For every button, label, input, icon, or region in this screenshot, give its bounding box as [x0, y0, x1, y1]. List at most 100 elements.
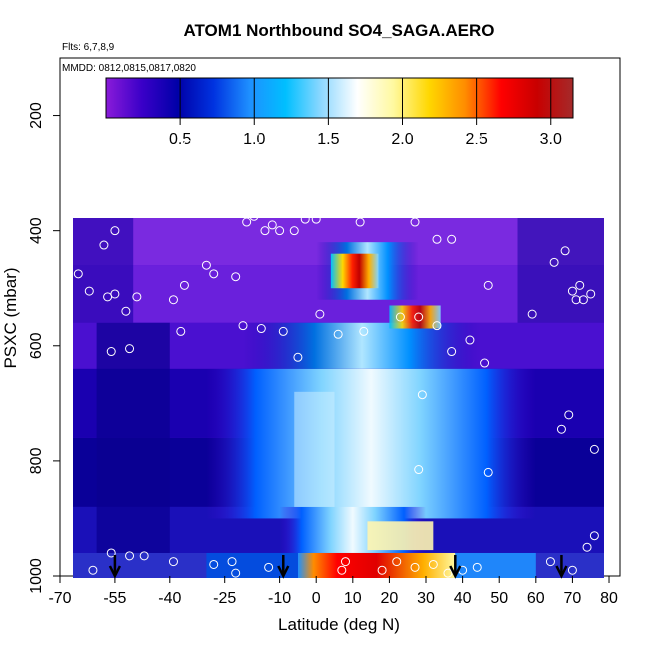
observation-point — [582, 148, 592, 158]
observation-point — [333, 329, 343, 339]
field-band — [96, 322, 170, 553]
observation-point — [106, 347, 116, 357]
x-tick-label: -70 — [48, 590, 71, 607]
observation-point — [264, 562, 274, 572]
observation-point — [88, 565, 98, 575]
observation-point — [231, 568, 241, 578]
field-band — [73, 218, 134, 323]
observation-point — [179, 280, 189, 290]
observation-point — [201, 260, 211, 270]
observation-point — [73, 269, 83, 279]
observation-point — [571, 295, 581, 305]
observation-point — [275, 226, 285, 236]
observation-point — [231, 272, 241, 282]
flight-arrow-head — [449, 565, 462, 579]
observation-point — [560, 171, 570, 181]
observation-point — [578, 295, 588, 305]
observation-point — [604, 136, 614, 146]
observation-point — [150, 154, 160, 164]
observation-point — [256, 324, 266, 334]
observation-point — [600, 128, 610, 138]
observation-point — [231, 132, 241, 142]
observation-point — [545, 557, 555, 567]
observation-point — [110, 289, 120, 299]
observation-point — [567, 565, 577, 575]
x-tick-label: 30 — [417, 590, 435, 607]
observation-point — [487, 183, 497, 192]
observation-point — [359, 326, 369, 336]
observation-point — [125, 551, 135, 561]
observation-point — [176, 326, 186, 336]
observation-markers — [62, 106, 618, 578]
observation-point — [190, 142, 200, 152]
observation-point — [575, 280, 585, 290]
observation-point — [564, 410, 574, 420]
y-tick-label: 600 — [28, 332, 45, 359]
observation-point — [527, 309, 537, 319]
observation-point — [209, 559, 219, 569]
observation-point — [209, 134, 219, 144]
observation-point — [538, 171, 548, 181]
field-band — [517, 218, 604, 323]
observation-point — [311, 214, 321, 224]
observation-point — [443, 568, 453, 578]
observation-point — [253, 134, 263, 144]
observation-point — [315, 309, 325, 319]
y-tick-label: 800 — [28, 447, 45, 474]
colorbar-tick-label: 1.0 — [243, 131, 265, 148]
observation-point — [293, 162, 303, 172]
y-tick-label: 400 — [28, 217, 45, 244]
observation-point — [410, 127, 420, 137]
observation-point — [340, 557, 350, 567]
x-tick-label: -55 — [103, 590, 126, 607]
colorbar-fill — [105, 77, 574, 119]
observation-point — [139, 551, 149, 561]
observation-point — [242, 217, 252, 227]
observation-point — [337, 565, 347, 575]
observation-point — [502, 171, 512, 181]
observation-point — [62, 551, 72, 561]
observation-point — [377, 565, 387, 575]
x-tick-label: -40 — [158, 590, 181, 607]
observation-point — [432, 234, 442, 244]
field-band — [330, 253, 379, 289]
x-axis-label: Latitude (deg N) — [278, 615, 400, 634]
heatmap-field — [73, 218, 604, 578]
x-tick-label: 70 — [564, 590, 582, 607]
observation-point — [249, 211, 259, 221]
observation-point — [567, 286, 577, 296]
observation-point — [95, 106, 105, 116]
colorbar-tick-label: 3.0 — [540, 131, 562, 148]
observation-point — [168, 295, 178, 305]
flights-note: Flts: 6,7,8,9 — [62, 42, 115, 53]
x-tick-label: 50 — [490, 590, 508, 607]
observation-point — [227, 557, 237, 567]
observation-point — [238, 321, 248, 331]
observation-point — [260, 226, 270, 236]
chart-title: ATOM1 Northbound SO4_SAGA.AERO — [183, 21, 494, 40]
observation-point — [549, 257, 559, 267]
x-tick-label: 80 — [600, 590, 618, 607]
observation-point — [117, 171, 127, 181]
observation-point — [300, 214, 310, 224]
flight-arrow-head — [277, 565, 290, 579]
observation-point — [322, 164, 332, 174]
observation-point — [432, 321, 442, 331]
observation-point — [465, 335, 475, 345]
dates-note: MMDD: 0812,0815,0817,0820 — [62, 63, 196, 74]
observation-point — [483, 467, 493, 477]
x-tick-label: 40 — [454, 590, 472, 607]
x-tick-label: 10 — [344, 590, 362, 607]
observation-point — [586, 289, 596, 299]
x-tick-label: -25 — [213, 590, 236, 607]
colorbar-tick-label: 2.0 — [391, 131, 413, 148]
observation-point — [84, 286, 94, 296]
observation-point — [395, 312, 405, 322]
x-tick-label: -10 — [268, 590, 291, 607]
field-band — [294, 391, 335, 507]
observation-point — [128, 171, 138, 181]
observation-point — [571, 127, 581, 137]
observation-point — [157, 154, 167, 164]
observation-point — [121, 306, 131, 316]
